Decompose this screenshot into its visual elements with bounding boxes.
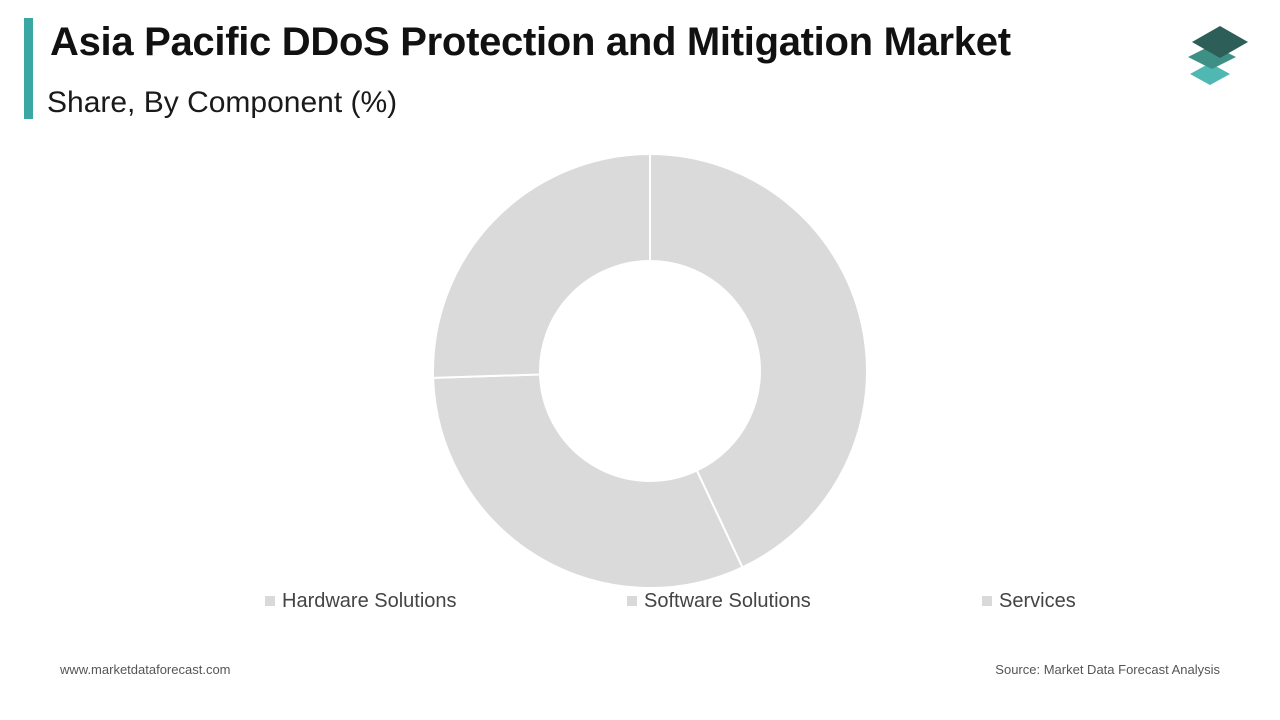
legend-item-software: Software Solutions bbox=[627, 589, 811, 613]
chart-subtitle: Share, By Component (%) bbox=[47, 86, 398, 119]
source-note: Source: Market Data Forecast Analysis bbox=[995, 662, 1220, 677]
logo-layer-top bbox=[1192, 26, 1248, 58]
donut-slice-software-solutions bbox=[432, 373, 744, 589]
title-accent-bar bbox=[24, 18, 33, 119]
donut-slice-hardware-solutions bbox=[649, 152, 868, 569]
logo-layer-bottom bbox=[1190, 63, 1230, 85]
page-title: Asia Pacific DDoS Protection and Mitigat… bbox=[50, 20, 1011, 64]
legend-item-hardware: Hardware Solutions bbox=[265, 589, 457, 613]
legend-swatch bbox=[982, 596, 992, 606]
website-url[interactable]: www.marketdataforecast.com bbox=[60, 662, 231, 677]
legend-swatch bbox=[627, 596, 637, 606]
legend-swatch bbox=[265, 596, 275, 606]
donut-slice-services bbox=[432, 152, 651, 379]
legend-label: Hardware Solutions bbox=[282, 589, 457, 612]
legend-label: Services bbox=[999, 589, 1076, 612]
legend-label: Software Solutions bbox=[644, 589, 811, 612]
stacked-layers-icon bbox=[1188, 26, 1248, 85]
legend-item-services: Services bbox=[982, 589, 1076, 613]
